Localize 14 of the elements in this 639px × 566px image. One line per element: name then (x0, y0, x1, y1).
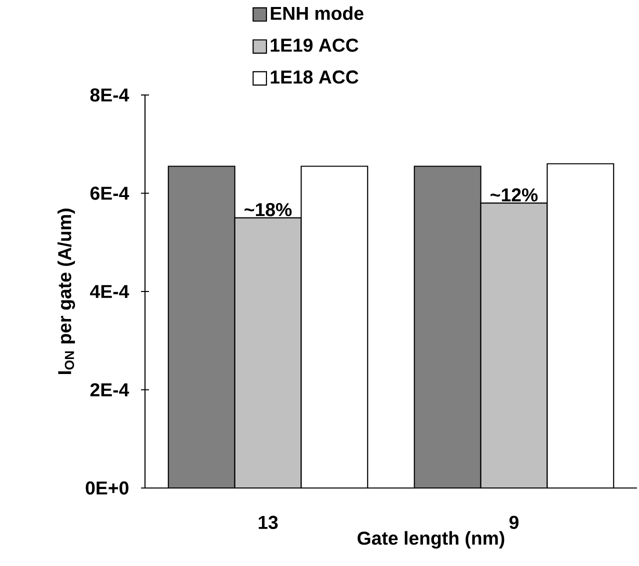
y-axis-title: I$_{ON}$ per gate (A/um) (58, 208, 76, 374)
annotation: ~18% (244, 202, 292, 216)
annotation: ~12% (490, 188, 538, 202)
y-tick-label: 6E-4 (90, 186, 130, 200)
legend-label: ENH mode (270, 6, 364, 20)
x-tick-label: 9 (509, 516, 519, 530)
y-tick-label: 8E-4 (90, 88, 130, 102)
y-tick-label: 0E+0 (86, 481, 128, 495)
x-axis-title: Gate length (nm) (358, 531, 504, 549)
y-tick-label: 4E-4 (90, 285, 130, 298)
x-tick-label: 13 (258, 516, 278, 530)
legend-label: 1E18 ACC (270, 70, 358, 84)
legend-label: 1E19 ACC (270, 38, 358, 52)
y-tick-label: 2E-4 (90, 383, 130, 396)
